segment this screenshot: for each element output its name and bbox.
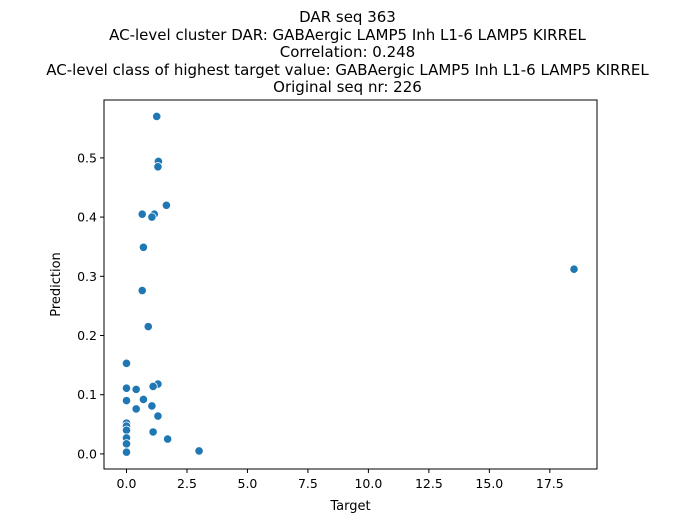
chart-title-line-5: Original seq nr: 226 xyxy=(273,78,422,96)
data-point xyxy=(131,384,141,394)
data-points xyxy=(121,111,579,457)
data-point xyxy=(121,439,132,449)
x-axis-ticks: 0.0 2.5 5.0 7.5 10.0 12.5 15.0 17.5 xyxy=(117,469,564,491)
data-point xyxy=(121,358,132,368)
x-tick-label: 10.0 xyxy=(354,476,382,491)
y-tick-label: 0.5 xyxy=(77,150,97,165)
data-point xyxy=(148,427,158,437)
x-axis-label: Target xyxy=(329,499,370,514)
y-tick-label: 0.3 xyxy=(77,269,97,284)
x-tick-label: 2.5 xyxy=(177,476,197,491)
data-point xyxy=(163,434,173,444)
x-tick-label: 15.0 xyxy=(475,476,503,491)
data-point xyxy=(121,447,132,457)
data-point xyxy=(153,162,163,172)
data-point xyxy=(138,242,149,252)
x-tick-label: 12.5 xyxy=(415,476,443,491)
data-point xyxy=(147,212,157,222)
data-point xyxy=(121,383,132,393)
y-tick-label: 0.0 xyxy=(77,446,97,461)
data-point xyxy=(137,285,147,296)
chart-title-line-3: Correlation: 0.248 xyxy=(279,43,416,61)
x-tick-label: 7.5 xyxy=(298,476,318,491)
data-point xyxy=(121,396,132,406)
chart-title-line-4: AC-level class of highest target value: … xyxy=(46,61,649,79)
data-point xyxy=(131,404,141,414)
y-tick-label: 0.2 xyxy=(77,328,97,343)
y-axis-ticks: 0.0 0.1 0.2 0.3 0.4 0.5 xyxy=(77,150,104,461)
data-point xyxy=(569,264,579,274)
data-point xyxy=(147,401,157,411)
y-axis-label: Prediction xyxy=(49,252,64,317)
data-point xyxy=(148,381,158,392)
data-point xyxy=(121,425,132,435)
data-point xyxy=(153,411,163,421)
data-point xyxy=(137,209,147,219)
y-tick-label: 0.4 xyxy=(77,210,97,225)
data-point xyxy=(143,322,153,332)
data-point xyxy=(194,446,204,456)
plot-area-frame xyxy=(103,99,598,470)
x-tick-label: 5.0 xyxy=(238,476,258,491)
x-tick-label: 0.0 xyxy=(117,476,137,491)
data-point xyxy=(161,200,172,210)
chart-title-line-2: AC-level cluster DAR: GABAergic LAMP5 In… xyxy=(109,26,586,44)
data-point xyxy=(138,394,149,405)
x-tick-label: 17.5 xyxy=(536,476,564,491)
chart-title-line-1: DAR seq 363 xyxy=(299,8,396,26)
data-point xyxy=(152,111,162,122)
y-tick-label: 0.1 xyxy=(77,387,97,402)
